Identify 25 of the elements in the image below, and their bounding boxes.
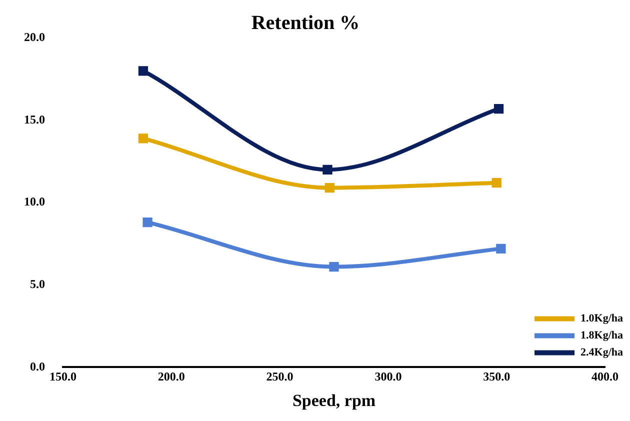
legend-label: 2.4Kg/ha [580,346,624,359]
point [322,164,332,175]
x-tick-label: 150.0 [50,369,76,384]
x-axis-title: Speed, rpm [292,391,376,410]
point [138,66,148,76]
x-tick-label: 350.0 [483,369,510,384]
chart-title: Retention % [251,12,360,34]
x-tick-label: 250.0 [266,369,294,384]
legend-label: 1.8Kg/ha [580,330,624,342]
point [138,134,148,144]
point [494,104,504,114]
y-tick-label: 15.0 [24,112,45,126]
y-tick-label: 10.0 [24,194,45,209]
x-tick-label: 300.0 [374,369,402,384]
point [496,244,506,254]
y-tick-label: 0.0 [30,359,45,374]
point [329,262,339,272]
y-tick-label: 20.0 [24,30,45,44]
point [492,178,502,188]
legend-label: 1.0Kg/ha [580,312,624,325]
point [324,182,334,193]
point [142,218,152,228]
x-tick-label: 400.0 [592,369,618,384]
x-tick-label: 200.0 [158,369,185,384]
y-tick-label: 5.0 [30,276,45,291]
